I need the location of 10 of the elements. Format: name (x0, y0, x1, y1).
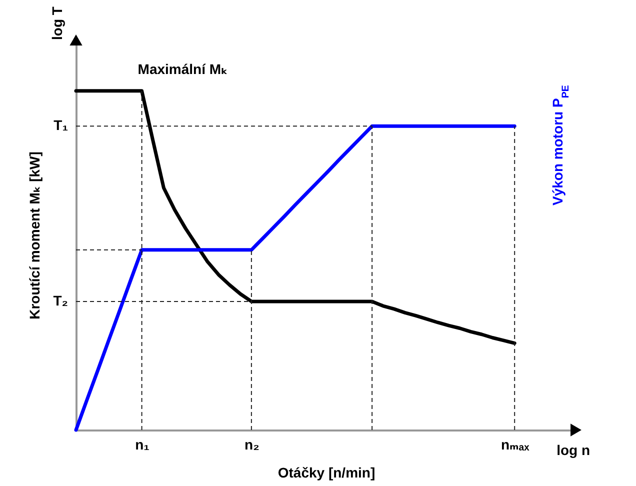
x-tick-label: nₘₐₓ (500, 436, 530, 452)
y-axis-title: Kroutící moment Mₖ [kW] (26, 152, 42, 320)
text: log n (556, 442, 590, 458)
annotation: Maximální Mₖ (138, 60, 228, 77)
x-axis-title: Otáčky [n/min] (278, 464, 376, 480)
text: log T (49, 6, 65, 40)
x-tick-label: n₁ (135, 436, 150, 452)
x-tick-label: n₂ (244, 436, 260, 452)
ref-line-label: T₂ (53, 292, 68, 308)
ref-line-label: T₁ (54, 117, 68, 134)
